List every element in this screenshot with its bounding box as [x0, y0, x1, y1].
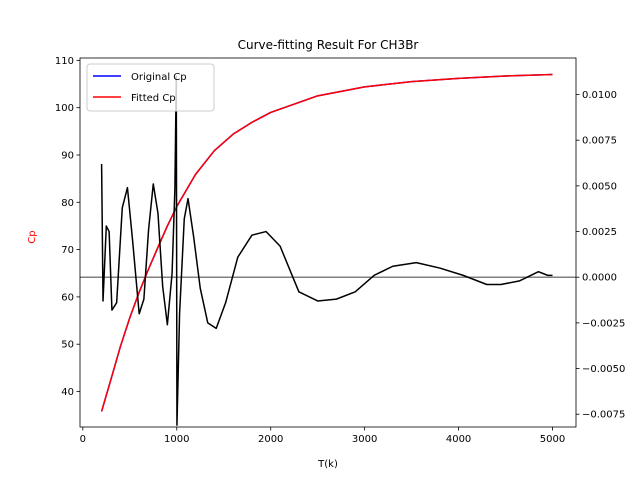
y-tick-label: 100 — [55, 103, 74, 114]
plot-series-group — [80, 73, 576, 426]
y-right-tick-label: −0.0025 — [582, 318, 625, 329]
y-axis-right: −0.0075 −0.0050 −0.0025 0.0000 0.0025 0.0050 0… — [576, 90, 625, 421]
axes-spines — [79, 57, 577, 428]
x-axis: 0 1000 2000 3000 4000 5000 — [80, 427, 565, 445]
plot-area — [80, 73, 576, 426]
legend-entry-label: Original Cp — [131, 72, 187, 83]
y-right-tick-label: 0.0025 — [582, 227, 617, 238]
y-tick-label: 60 — [61, 292, 74, 303]
y-tick-label: 70 — [61, 245, 74, 256]
y-tick-label: 40 — [61, 387, 74, 398]
y-right-tick-label: 0.0050 — [582, 181, 617, 192]
x-tick-label: 2000 — [258, 434, 283, 445]
y-right-tick-label: 0.0000 — [582, 273, 617, 284]
axes-frame — [79, 57, 577, 428]
chart-title: Curve-fitting Result For CH3Br — [238, 38, 419, 52]
y-right-tick-label: 0.0100 — [582, 90, 617, 101]
x-tick-label: 1000 — [164, 434, 189, 445]
x-tick-label: 3000 — [352, 434, 377, 445]
y-tick-label: 80 — [61, 198, 74, 209]
series-line-2 — [100, 75, 553, 426]
x-tick-label: 0 — [80, 434, 86, 445]
x-axis-label: T(k) — [317, 459, 338, 470]
x-tick-label: 5000 — [540, 434, 565, 445]
x-tick-label: 4000 — [446, 434, 471, 445]
y-tick-label: 50 — [61, 340, 74, 351]
legend-entry-label: Fitted Cp — [131, 93, 176, 104]
y-axis-label: Cp — [27, 230, 38, 243]
y-right-tick-label: −0.0050 — [582, 364, 625, 375]
y-right-tick-label: −0.0075 — [582, 410, 625, 421]
legend: Original Cp Fitted Cp — [86, 63, 215, 112]
y-right-tick-label: 0.0075 — [582, 136, 617, 147]
series-line-1 — [100, 73, 553, 412]
y-tick-label: 90 — [61, 150, 74, 161]
y-tick-label: 110 — [55, 56, 74, 67]
y-axis-left: 40 50 60 70 80 90 100 110 — [55, 56, 80, 398]
